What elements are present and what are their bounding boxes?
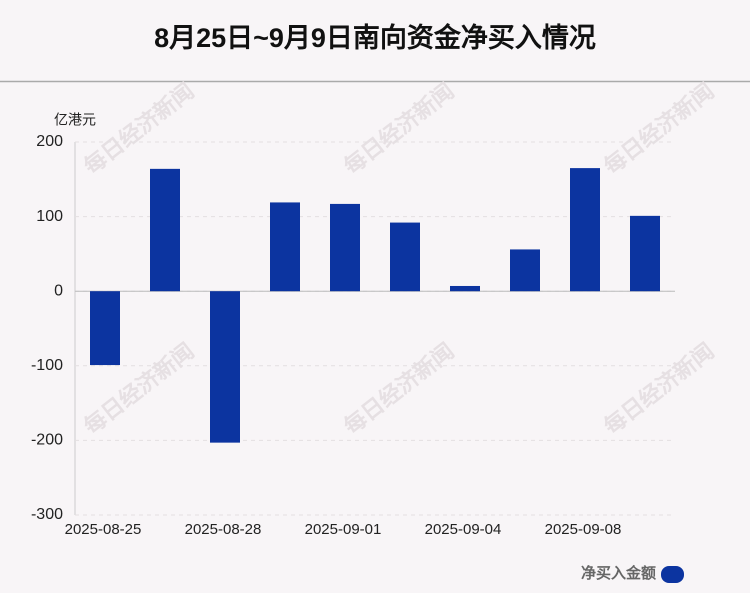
bar	[390, 222, 420, 292]
bar	[570, 168, 600, 292]
y-tick-label: 100	[36, 208, 63, 225]
legend-swatch	[661, 566, 684, 583]
bar	[150, 168, 180, 292]
x-tick-label: 2025-08-25	[65, 521, 142, 538]
y-tick-label: -100	[31, 357, 63, 374]
bar	[630, 215, 660, 292]
x-tick-label: 2025-09-01	[305, 521, 382, 538]
y-tick-label: -200	[31, 432, 63, 449]
bar	[90, 291, 120, 366]
x-tick-label: 2025-08-28	[185, 521, 262, 538]
bar	[330, 203, 360, 292]
legend-label: 净买入金额	[581, 564, 656, 582]
chart-title: 8月25日~9月9日南向资金净买入情况	[154, 22, 596, 53]
bar	[270, 202, 300, 292]
y-tick-label: 0	[54, 282, 63, 299]
bar	[450, 285, 480, 292]
x-tick-label: 2025-09-08	[545, 521, 622, 538]
bar	[510, 249, 540, 292]
bar	[210, 291, 240, 443]
y-tick-label: -300	[31, 506, 63, 523]
x-tick-label: 2025-09-04	[425, 521, 502, 538]
y-axis-unit: 亿港元	[54, 112, 96, 128]
y-tick-label: 200	[36, 133, 63, 150]
